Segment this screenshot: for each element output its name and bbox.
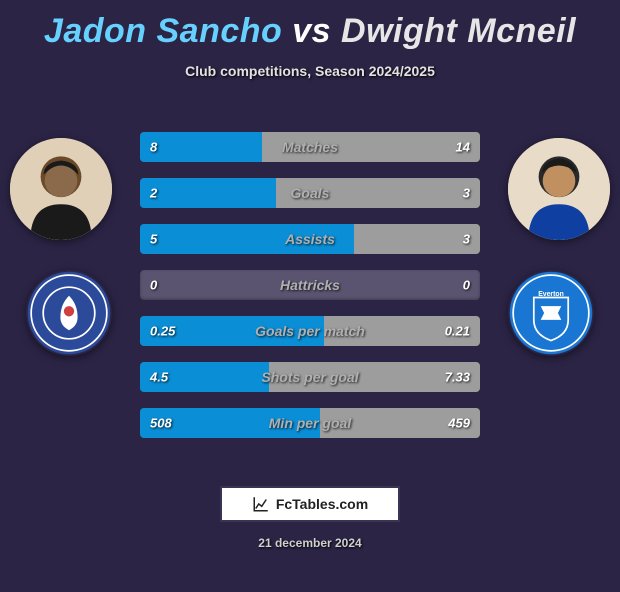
footer-date: 21 december 2024 — [0, 536, 620, 550]
stat-row: 2Goals3 — [140, 178, 480, 208]
stat-label: Goals — [140, 185, 480, 201]
page-title: Jadon Sancho vs Dwight Mcneil — [0, 12, 620, 51]
stat-value-right: 459 — [448, 416, 470, 431]
person-icon — [508, 138, 610, 240]
player1-avatar — [10, 138, 112, 240]
stat-value-right: 0.21 — [445, 324, 470, 339]
stat-value-right: 7.33 — [445, 370, 470, 385]
stat-label: Hattricks — [140, 277, 480, 293]
player2-club-badge: Everton — [508, 270, 594, 356]
stat-row: 5Assists3 — [140, 224, 480, 254]
club-crest-icon: Everton — [508, 270, 594, 356]
stat-value-right: 3 — [463, 232, 470, 247]
stat-label: Shots per goal — [140, 369, 480, 385]
stat-label: Min per goal — [140, 415, 480, 431]
stat-value-right: 0 — [463, 278, 470, 293]
stat-label: Assists — [140, 231, 480, 247]
stat-row: 4.5Shots per goal7.33 — [140, 362, 480, 392]
brand-box: FcTables.com — [220, 486, 400, 522]
stat-row: 0Hattricks0 — [140, 270, 480, 300]
svg-text:Everton: Everton — [538, 291, 564, 298]
chart-icon — [252, 495, 270, 513]
title-player1: Jadon Sancho — [44, 12, 282, 50]
stats-bars: 8Matches14 2Goals3 5Assists3 0Hattricks0 0.2… — [140, 132, 480, 454]
title-vs: vs — [292, 12, 331, 50]
stat-row: 508Min per goal459 — [140, 408, 480, 438]
stat-value-right: 3 — [463, 186, 470, 201]
stat-row: 0.25Goals per match0.21 — [140, 316, 480, 346]
title-player2: Dwight Mcneil — [341, 12, 576, 50]
person-icon — [10, 138, 112, 240]
player2-avatar — [508, 138, 610, 240]
club-crest-icon — [26, 270, 112, 356]
stat-label: Goals per match — [140, 323, 480, 339]
brand-text: FcTables.com — [276, 496, 368, 512]
stat-value-right: 14 — [456, 140, 470, 155]
comparison-stage: Everton 8Matches14 2Goals3 5Assists3 0Hattr… — [0, 122, 620, 472]
player1-club-badge — [26, 270, 112, 356]
stat-label: Matches — [140, 139, 480, 155]
stat-row: 8Matches14 — [140, 132, 480, 162]
subtitle: Club competitions, Season 2024/2025 — [0, 63, 620, 79]
